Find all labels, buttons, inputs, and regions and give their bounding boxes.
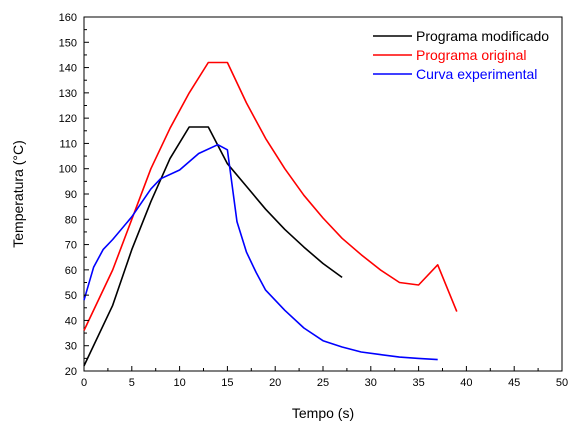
y-tick-label: 80 [65, 214, 77, 226]
legend-label-1: Programa modificado [416, 28, 549, 44]
y-tick-label: 50 [65, 290, 77, 302]
y-tick-label: 120 [59, 113, 77, 125]
y-tick-label: 160 [59, 12, 77, 24]
x-tick-label: 40 [460, 377, 472, 389]
series-layer [83, 61, 458, 367]
x-axis-title: Tempo (s) [292, 405, 354, 421]
series-line-1 [83, 126, 343, 367]
y-tick-label: 90 [65, 189, 77, 201]
x-tick-label: 20 [269, 377, 281, 389]
x-tick-label: 35 [412, 377, 424, 389]
x-axis: 0 5 10 15 20 25 30 35 40 45 50 [81, 366, 568, 389]
y-tick-label: 30 [65, 341, 77, 353]
y-tick-label: 140 [59, 63, 77, 75]
y-tick-label: 20 [65, 366, 77, 378]
x-tick-label: 30 [365, 377, 377, 389]
x-tick-label: 50 [556, 377, 568, 389]
y-tick-label: 130 [59, 88, 77, 100]
legend: Programa modificado Programa original Curv… [373, 28, 549, 82]
y-tick-label: 70 [65, 240, 77, 252]
series-line-2 [83, 61, 458, 331]
y-tick-label: 40 [65, 315, 77, 327]
x-tick-label: 15 [221, 377, 233, 389]
legend-label-2: Programa original [416, 47, 527, 63]
series-line-3 [83, 143, 438, 361]
x-tick-label: 45 [508, 377, 520, 389]
y-axis: 20 30 40 50 60 70 80 90 100 110 120 130 140 150 160 [59, 12, 89, 378]
x-tick-label: 5 [129, 377, 135, 389]
y-tick-label: 110 [59, 138, 77, 150]
y-tick-label: 150 [59, 37, 77, 49]
x-tick-label: 25 [317, 377, 329, 389]
y-tick-label: 60 [65, 265, 77, 277]
y-axis-title: Temperatura (°C) [10, 140, 26, 248]
legend-label-3: Curva experimental [416, 66, 537, 82]
x-tick-label: 10 [173, 377, 185, 389]
y-tick-label: 100 [59, 164, 77, 176]
x-tick-label: 0 [81, 377, 87, 389]
